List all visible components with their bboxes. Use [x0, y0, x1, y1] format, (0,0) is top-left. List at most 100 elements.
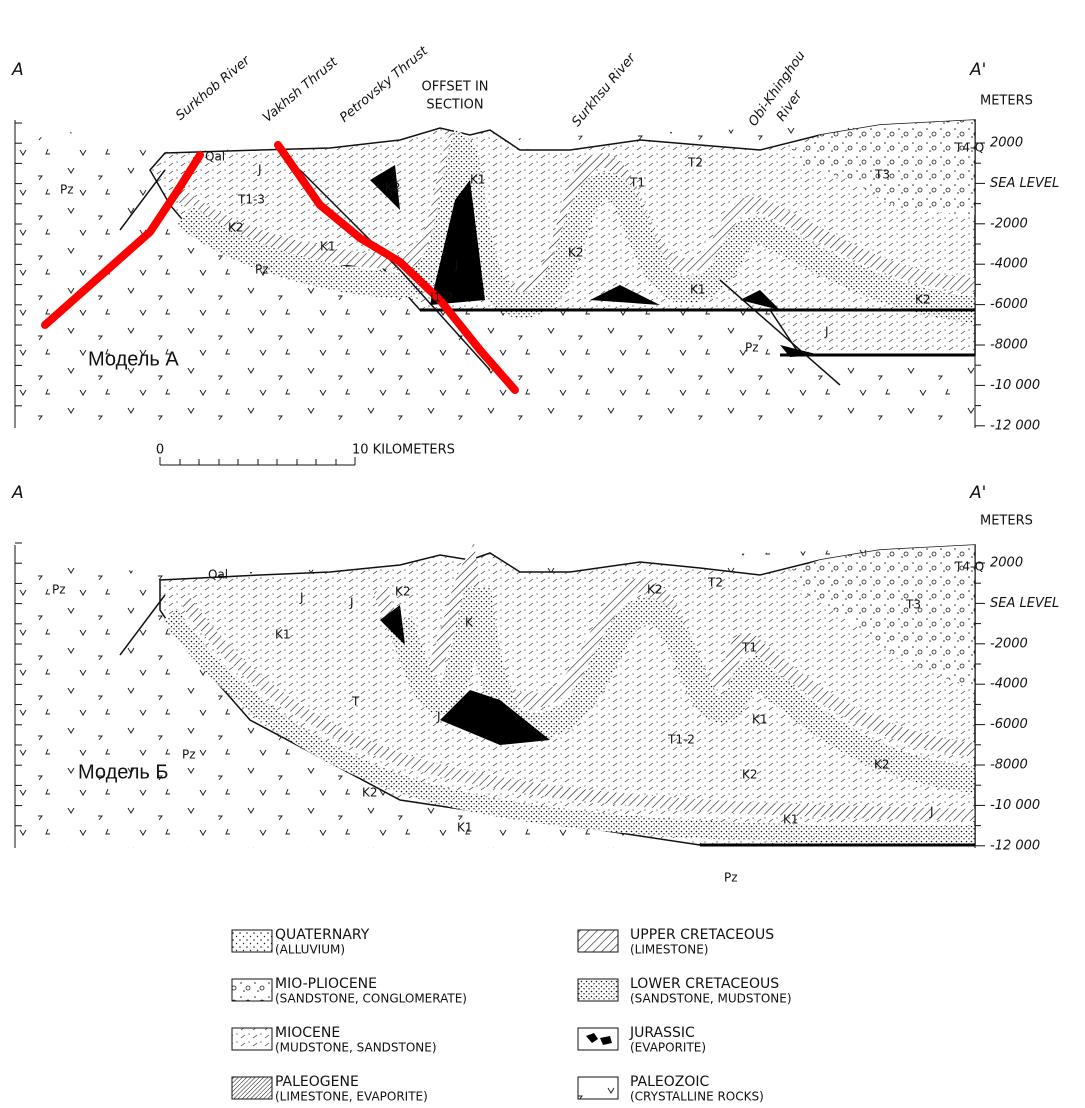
unit-label: K1 — [320, 240, 336, 254]
model-label: Модель Б — [78, 761, 168, 783]
legend-swatch — [578, 1077, 618, 1099]
legend-subtitle: (EVAPORITE) — [630, 1041, 706, 1055]
legend-title: PALEOGENE — [275, 1074, 359, 1090]
legend-subtitle: (MUDSTONE, SANDSTONE) — [275, 1041, 437, 1055]
axis-label: -4000 — [990, 257, 1028, 272]
section-end: A' — [969, 60, 986, 80]
axis-label: -8000 — [990, 758, 1028, 773]
unit-label: J — [436, 710, 441, 724]
unit-label: K2 — [742, 768, 758, 782]
unit-label: K2 — [228, 221, 244, 235]
unit-label: J — [299, 591, 304, 605]
unit-label: K1 — [275, 628, 291, 642]
unit-label: T4-Q — [954, 560, 984, 574]
legend-subtitle: (SANDSTONE, CONGLOMERATE) — [275, 992, 467, 1006]
unit-label: T1-2 — [667, 733, 695, 747]
unit-label: K1 — [783, 813, 799, 827]
unit-label: T2 — [687, 156, 703, 170]
unit-label: K2 — [568, 246, 584, 260]
legend-title: QUATERNARY — [275, 927, 370, 943]
legend-swatch — [232, 1028, 272, 1050]
section-end: A — [11, 60, 24, 80]
scale-zero: 0 — [156, 443, 164, 458]
legend-subtitle: (LIMESTONE, EVAPORITE) — [275, 1090, 428, 1104]
unit-label: J — [454, 258, 459, 272]
unit-label: Qal — [205, 150, 225, 164]
legend-swatch — [232, 930, 272, 952]
unit-label: T3 — [905, 598, 921, 612]
axis-label: 2000 — [990, 556, 1023, 571]
axis-label: -12 000 — [990, 418, 1040, 433]
section-b: A A' Модель Б — [11, 483, 986, 848]
legend-title: PALEOZOIC — [630, 1074, 710, 1090]
axis-unit: METERS — [980, 514, 1033, 529]
unit-label: T3 — [874, 168, 890, 182]
unit-label: Pz — [52, 583, 66, 597]
unit-label: J1-2 — [429, 291, 453, 305]
legend-swatch — [232, 1077, 272, 1099]
axis-label: -10 000 — [990, 798, 1040, 813]
legend-title: LOWER CRETACEOUS — [630, 976, 779, 992]
unit-label: J — [929, 805, 934, 819]
axis-label: -2000 — [990, 636, 1028, 651]
scale-ticks — [160, 457, 355, 465]
unit-label: T1 — [629, 176, 645, 190]
unit-label: K2 — [385, 181, 401, 195]
legend-title: JURASSIC — [629, 1025, 695, 1041]
legend-title: UPPER CRETACEOUS — [630, 927, 774, 943]
legend-subtitle: (SANDSTONE, MUDSTONE) — [630, 992, 792, 1006]
unit-label: J — [257, 163, 262, 177]
section-end: A — [11, 483, 24, 503]
section-a: A A' Surkhob River Vakhsh Thrust Petrovs… — [11, 43, 986, 428]
model-label: Модель А — [88, 348, 179, 370]
legend-swatch — [578, 979, 618, 1001]
section-end: A' — [969, 483, 986, 503]
offset-note: OFFSET IN — [421, 80, 488, 95]
axis-label: 2000 — [990, 136, 1023, 151]
unit-label: Pz — [745, 341, 759, 355]
unit-label: K1 — [470, 173, 486, 187]
unit-label: J — [349, 596, 354, 610]
unit-label: K2 — [647, 583, 663, 597]
unit-label: K2 — [395, 585, 411, 599]
unit-label: K2 — [915, 293, 931, 307]
unit-label: K1 — [752, 713, 768, 727]
geologic-sections: A A' Surkhob River Vakhsh Thrust Petrovs… — [0, 0, 1085, 1108]
unit-label: Pz — [724, 871, 738, 885]
unit-label: Pz — [255, 263, 269, 277]
unit-label: T4-Q — [954, 141, 984, 155]
legend-swatch — [578, 930, 618, 952]
axis-unit: METERS — [980, 94, 1033, 109]
feature-label: Vakhsh Thrust — [260, 54, 341, 126]
scale-label: 10 KILOMETERS — [352, 443, 455, 458]
unit-label: T2 — [707, 576, 723, 590]
axis-label: SEA LEVEL — [990, 596, 1059, 611]
offset-note: SECTION — [426, 98, 483, 113]
unit-label: T — [351, 695, 360, 709]
unit-label: K — [465, 616, 474, 630]
legend: QUATERNARY(ALLUVIUM)MIO-PLIOCENE(SANDSTO… — [232, 927, 792, 1104]
unit-label: K2 — [362, 786, 378, 800]
legend-subtitle: (LIMESTONE) — [630, 943, 708, 957]
legend-subtitle: (ALLUVIUM) — [275, 943, 345, 957]
feature-label: Petrovsky Thrust — [337, 43, 431, 126]
feature-label: Surkhob River — [173, 52, 254, 123]
scale-bar: 0 10 KILOMETERS — [156, 443, 455, 466]
feature-label: Surkhsu River — [569, 50, 640, 130]
legend-subtitle: (CRYSTALLINE ROCKS) — [630, 1090, 764, 1104]
unit-label: T1-3 — [237, 193, 265, 207]
legend-title: MIO-PLIOCENE — [275, 976, 377, 992]
unit-label: Qal — [208, 568, 228, 582]
legend-title: MIOCENE — [275, 1025, 340, 1041]
axis-label: -6000 — [990, 297, 1028, 312]
unit-label: Pz — [60, 183, 74, 197]
axis-label: -8000 — [990, 338, 1028, 353]
axis-label: -12 000 — [990, 838, 1040, 853]
legend-swatch — [232, 979, 272, 1001]
unit-label: K1 — [690, 283, 706, 297]
axis-label: -10 000 — [990, 378, 1040, 393]
unit-label: Pz — [182, 748, 196, 762]
axis-label: SEA LEVEL — [990, 176, 1059, 191]
axis-label: -6000 — [990, 717, 1028, 732]
unit-label: K2 — [874, 758, 890, 772]
